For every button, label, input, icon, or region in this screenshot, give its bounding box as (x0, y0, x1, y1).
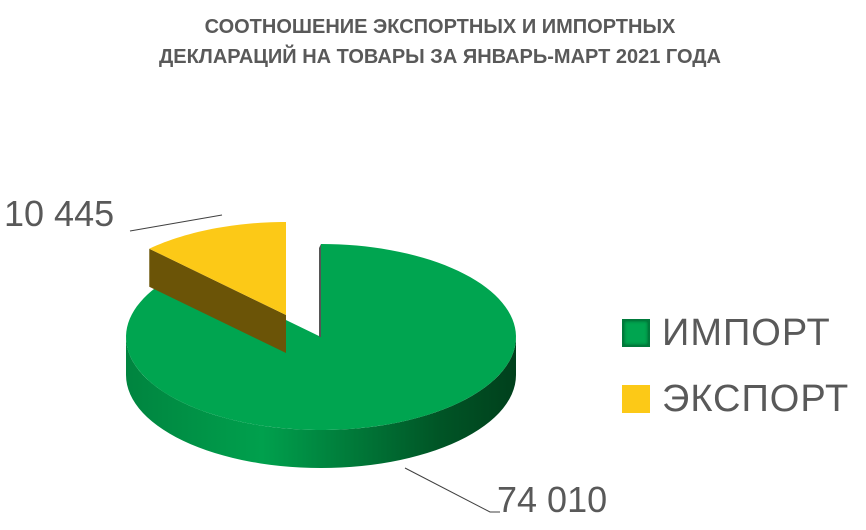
legend-swatch-import (622, 319, 650, 347)
slice-import-side (126, 337, 516, 468)
leader-line-export (129, 214, 223, 232)
slice-import-cut-edge (319, 244, 321, 337)
legend-label-import: ИМПОРТ (662, 311, 831, 354)
data-label-export: 10 445 (4, 193, 115, 234)
chart-title-line-1: СООТНОШЕНИЕ ЭКСПОРТНЫХ И ИМПОРТНЫХ (204, 16, 676, 38)
legend-swatch-export (622, 385, 650, 413)
legend-item-export: ЭКСПОРТ (622, 366, 849, 432)
chart-title-line-2: ДЕКЛАРАЦИЙ НА ТОВАРЫ ЗА ЯНВАРЬ-МАРТ 2021… (159, 46, 721, 68)
leader-line-import (404, 467, 500, 513)
legend: ИМПОРТ ЭКСПОРТ (622, 300, 849, 432)
slice-export-side (149, 248, 286, 353)
legend-label-export: ЭКСПОРТ (662, 377, 850, 420)
chart-title: СООТНОШЕНИЕ ЭКСПОРТНЫХ И ИМПОРТНЫХ ДЕКЛА… (60, 12, 820, 72)
data-label-import: 74 010 (497, 479, 608, 520)
legend-item-import: ИМПОРТ (622, 300, 849, 366)
slice-export (149, 222, 286, 315)
